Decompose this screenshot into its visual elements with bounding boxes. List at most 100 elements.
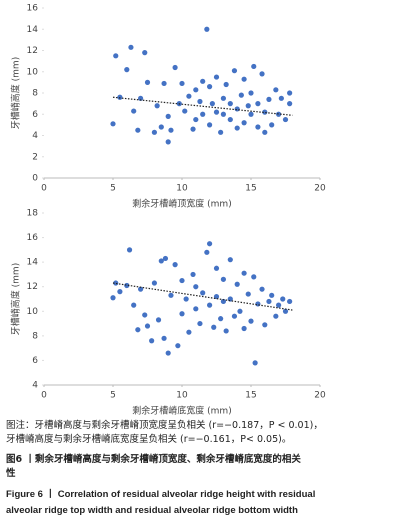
point [237,308,243,314]
point [251,274,257,280]
point [126,247,133,253]
point [251,63,257,70]
x-axis-label: 剩余牙槽嵴顶宽度 (mm) [132,198,231,210]
point [282,308,289,314]
point [158,258,164,264]
point [241,325,247,332]
point [113,280,119,286]
y-tick-label: 6 [32,110,38,120]
point [179,311,185,317]
point [227,116,233,123]
point [213,74,220,80]
point [266,298,272,305]
point [227,257,233,263]
y-tick-label: 14 [27,25,39,35]
point [287,90,293,96]
point [248,318,254,324]
point [190,126,196,132]
point [227,101,233,107]
point [213,265,220,271]
point [186,93,192,99]
point [161,335,167,341]
y-tick-label: 6 [32,356,38,366]
point [220,95,226,101]
point [154,103,160,109]
caption-note: 牙槽嵴高度与剩余牙槽嵴底宽度呈负相关 (r=−0.161，P< 0.05)。 [6,433,291,445]
point [190,271,196,278]
point [262,129,268,135]
point [193,116,199,123]
point [280,296,286,302]
point [245,103,251,109]
point [266,96,272,102]
point [273,87,279,93]
point [135,327,141,333]
point [113,53,119,59]
point [144,79,151,85]
y-tick-label: 8 [32,331,38,341]
point [183,296,189,302]
point [168,127,174,133]
point [209,101,215,107]
point [220,111,226,117]
point [110,295,116,301]
x-tick-label: 10 [176,184,188,194]
point [234,106,240,112]
point [282,116,289,123]
point [207,241,213,247]
point [144,323,151,329]
point [231,68,238,74]
y-tick-label: 12 [27,282,38,292]
y-tick-label: 8 [32,89,38,99]
x-tick-label: 15 [245,184,256,194]
y-tick-label: 16 [27,4,39,14]
point [213,109,220,115]
point [158,124,164,130]
caption-note: 图注：牙槽嵴高度与剩余牙槽嵴顶宽度呈负相关 (r=−0.187，P < 0.01… [6,419,323,431]
x-tick-label: 5 [110,184,116,194]
point [197,98,203,105]
point [204,249,210,255]
x-tick-label: 10 [176,391,188,401]
point [172,262,178,268]
point [172,64,178,71]
point [262,322,268,328]
point [193,284,199,290]
point [110,121,116,127]
point [142,312,148,318]
point [200,111,206,117]
point [241,120,247,126]
point [278,95,284,101]
point [117,289,123,295]
point [128,44,134,50]
point [165,113,171,119]
point [204,26,210,32]
point [197,320,203,327]
y-tick-label: 4 [32,131,38,141]
y-axis-label: 牙槽嵴高度 (mm) [10,57,22,129]
point [149,338,155,344]
x-tick-label: 0 [41,391,47,401]
point [234,125,240,131]
point [223,81,229,88]
x-tick-label: 5 [110,391,116,401]
y-axis-label: 牙槽嵴高度 (mm) [10,263,22,335]
x-tick-label: 15 [245,391,256,401]
point [161,80,167,87]
point [276,302,282,308]
x-tick-label: 0 [41,184,47,194]
point [179,80,185,87]
y-tick-label: 10 [27,67,39,77]
point [151,280,157,286]
point [155,317,162,323]
point [207,122,213,128]
point [193,87,199,93]
point [218,129,224,135]
y-tick-label: 2 [32,152,38,162]
point [234,281,240,287]
point [151,129,157,135]
caption-title-en: alveolar ridge top width and residual al… [6,505,298,516]
point [138,286,144,292]
point [287,298,293,305]
